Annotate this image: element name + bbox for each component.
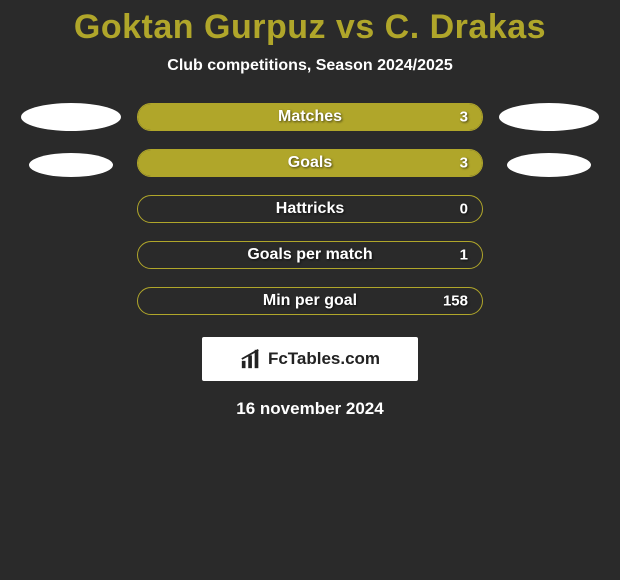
left-player-marks (21, 103, 121, 315)
stat-bar-label: Goals per match (247, 246, 372, 264)
page-title: Goktan Gurpuz vs C. Drakas (74, 8, 546, 47)
stat-bar-label: Matches (278, 108, 342, 126)
stat-bar-label: Min per goal (263, 292, 357, 310)
player-oval (21, 103, 121, 131)
player-oval (507, 153, 591, 177)
stat-bar: Matches 3 (137, 103, 483, 131)
stat-bar-value: 0 (460, 201, 468, 218)
stat-bar-label: Goals (288, 154, 332, 172)
stat-bar-label: Hattricks (276, 200, 344, 218)
player-oval (29, 153, 113, 177)
page-subtitle: Club competitions, Season 2024/2025 (167, 57, 452, 75)
stat-bar-value: 3 (460, 155, 468, 172)
stat-bar: Goals per match 1 (137, 241, 483, 269)
comparison-card: Goktan Gurpuz vs C. Drakas Club competit… (0, 0, 620, 419)
stat-bar-value: 3 (460, 109, 468, 126)
right-player-marks (499, 103, 599, 315)
stat-bar-value: 1 (460, 247, 468, 264)
stat-bar: Min per goal 158 (137, 287, 483, 315)
source-logo: FcTables.com (202, 337, 418, 381)
stat-bar-value: 158 (443, 293, 468, 310)
source-logo-text: FcTables.com (268, 349, 380, 369)
player-oval (499, 103, 599, 131)
stat-bar: Hattricks 0 (137, 195, 483, 223)
stat-bars: Matches 3 Goals 3 Hattricks 0 Goals per … (137, 103, 483, 315)
snapshot-date: 16 november 2024 (236, 399, 383, 419)
stat-bar: Goals 3 (137, 149, 483, 177)
stats-area: Matches 3 Goals 3 Hattricks 0 Goals per … (0, 103, 620, 315)
bars-icon (240, 348, 262, 370)
